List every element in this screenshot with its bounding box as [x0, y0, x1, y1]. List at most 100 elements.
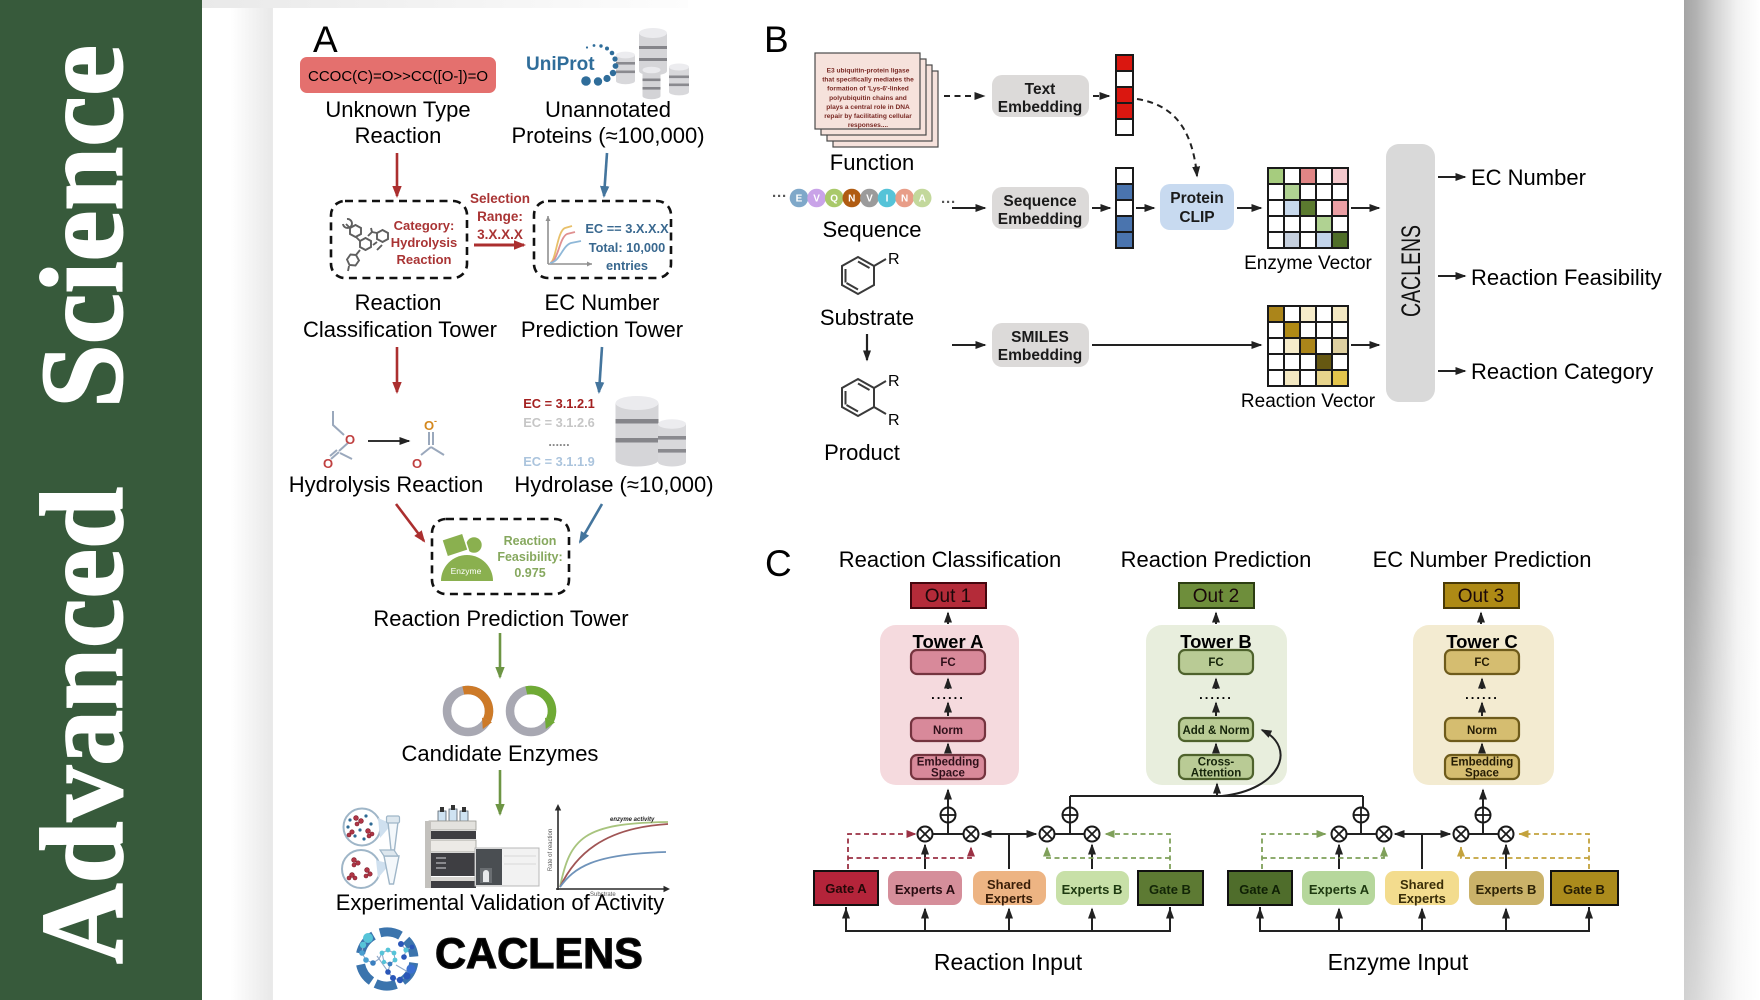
svg-text:Reaction Classification: Reaction Classification — [839, 547, 1062, 572]
svg-text:Substrate: Substrate — [590, 892, 616, 898]
svg-text:polyubiquitin chains and: polyubiquitin chains and — [829, 95, 907, 102]
svg-text:......: ...... — [1465, 687, 1499, 702]
svg-text:Reaction Prediction Tower: Reaction Prediction Tower — [373, 606, 628, 631]
svg-text:Text: Text — [1025, 81, 1056, 98]
svg-text:Add & Norm: Add & Norm — [1182, 725, 1249, 737]
svg-text:Tower A: Tower A — [913, 631, 984, 652]
svg-text:Out 3: Out 3 — [1458, 586, 1504, 607]
svg-text:CACLENS: CACLENS — [435, 930, 643, 978]
svg-text:Gate B: Gate B — [1563, 882, 1605, 897]
svg-text:N: N — [901, 194, 908, 205]
svg-text:Function: Function — [830, 150, 914, 175]
svg-text:enzyme activity: enzyme activity — [610, 817, 655, 823]
svg-text:UniProt: UniProt — [526, 54, 595, 75]
svg-text:Range:: Range: — [477, 209, 523, 224]
svg-text:Gate B: Gate B — [1149, 882, 1191, 897]
svg-text:Space: Space — [931, 768, 965, 780]
svg-text:formation of 'Lys-6'-linked: formation of 'Lys-6'-linked — [827, 86, 909, 93]
svg-text:V: V — [813, 194, 820, 205]
svg-text:Total: 10,000: Total: 10,000 — [589, 240, 666, 255]
svg-text:FC: FC — [1208, 657, 1223, 669]
svg-text:Reaction: Reaction — [355, 123, 442, 148]
svg-text:O: O — [345, 432, 355, 447]
svg-text:Product: Product — [824, 440, 900, 465]
svg-text:Cross-: Cross- — [1198, 757, 1235, 769]
svg-text:E: E — [796, 194, 803, 205]
svg-text:Reaction Input: Reaction Input — [934, 949, 1083, 975]
svg-text:Embedding: Embedding — [998, 211, 1082, 228]
svg-text:Unknown Type: Unknown Type — [325, 97, 470, 122]
svg-text:Science: Science — [17, 45, 148, 408]
svg-text:Hydrolysis Reaction: Hydrolysis Reaction — [289, 472, 483, 497]
svg-text:Rate of reaction: Rate of reaction — [548, 829, 554, 871]
svg-text:Experts: Experts — [1398, 891, 1446, 906]
svg-text:A: A — [313, 19, 338, 60]
svg-text:CLIP: CLIP — [1179, 209, 1214, 226]
svg-text:Shared: Shared — [987, 877, 1031, 892]
svg-text:EC = 3.1.1.9: EC = 3.1.1.9 — [523, 454, 595, 469]
svg-text:3.X.X.X: 3.X.X.X — [477, 227, 523, 242]
svg-text:E3 ubiquitin-protein ligase: E3 ubiquitin-protein ligase — [827, 68, 910, 75]
svg-text:O: O — [424, 418, 434, 433]
svg-text:O: O — [323, 456, 333, 471]
svg-text:···: ··· — [941, 194, 956, 211]
svg-text:Embedding: Embedding — [998, 99, 1082, 116]
svg-text:responses....: responses.... — [848, 122, 888, 129]
svg-text:Candidate Enzymes: Candidate Enzymes — [402, 741, 599, 766]
svg-text:Experimental Validation of Act: Experimental Validation of Activity — [336, 890, 665, 915]
svg-text:0.975: 0.975 — [514, 566, 545, 580]
svg-text:Q: Q — [830, 194, 838, 205]
svg-text:......: ...... — [1199, 687, 1233, 702]
svg-text:Experts A: Experts A — [895, 882, 956, 897]
svg-text:Hydrolysis: Hydrolysis — [391, 235, 457, 250]
svg-text:Proteins (≈100,000): Proteins (≈100,000) — [511, 123, 704, 148]
svg-text:that specifically mediates the: that specifically mediates the — [822, 77, 914, 84]
svg-text:Tower C: Tower C — [1446, 631, 1518, 652]
svg-text:EC = 3.1.2.6: EC = 3.1.2.6 — [523, 415, 595, 430]
svg-text:V: V — [866, 194, 873, 205]
svg-text:Category:: Category: — [394, 218, 455, 233]
svg-text:Experts: Experts — [985, 891, 1033, 906]
svg-text:Enzyme Vector: Enzyme Vector — [1244, 253, 1372, 274]
svg-text:SMILES: SMILES — [1011, 329, 1069, 346]
svg-text:Feasibility:: Feasibility: — [497, 550, 562, 564]
svg-text:R: R — [888, 373, 900, 390]
svg-text:Protein: Protein — [1170, 190, 1223, 207]
svg-text:entries: entries — [606, 258, 648, 273]
svg-text:Shared: Shared — [1400, 877, 1444, 892]
svg-text:EC Number: EC Number — [545, 290, 660, 315]
svg-text:Unannotated: Unannotated — [545, 97, 671, 122]
svg-text:CACLENS: CACLENS — [1396, 225, 1426, 317]
svg-text:Embedding: Embedding — [917, 757, 980, 769]
svg-text:plays a central role in DNA: plays a central role in DNA — [826, 104, 910, 111]
svg-text:Space: Space — [1465, 768, 1499, 780]
svg-text:B: B — [764, 19, 789, 60]
svg-text:Gate A: Gate A — [1239, 882, 1281, 897]
svg-text:EC Number Prediction: EC Number Prediction — [1373, 547, 1592, 572]
svg-text:Tower B: Tower B — [1180, 631, 1252, 652]
svg-text:Reaction: Reaction — [397, 252, 452, 267]
svg-text:Advanced: Advanced — [17, 487, 148, 964]
svg-text:N: N — [848, 194, 855, 205]
svg-text:-: - — [434, 416, 437, 426]
svg-text:Norm: Norm — [1467, 725, 1497, 737]
svg-text:Reaction: Reaction — [355, 290, 442, 315]
svg-text:Experts A: Experts A — [1309, 882, 1370, 897]
svg-text:Embedding: Embedding — [998, 347, 1082, 364]
svg-text:C: C — [765, 543, 792, 584]
svg-text:Sequence: Sequence — [822, 217, 921, 242]
svg-text:R: R — [888, 251, 900, 268]
svg-text:FC: FC — [940, 657, 955, 669]
svg-text:......: ...... — [931, 687, 965, 702]
svg-text:Sequence: Sequence — [1003, 193, 1077, 210]
svg-text:Classification Tower: Classification Tower — [303, 317, 497, 342]
svg-text:Gate A: Gate A — [825, 881, 867, 896]
svg-text:EC = 3.1.2.1: EC = 3.1.2.1 — [523, 396, 595, 411]
svg-text:Out 1: Out 1 — [925, 586, 971, 607]
svg-text:EC Number: EC Number — [1471, 165, 1586, 190]
svg-text:···: ··· — [772, 188, 787, 205]
svg-text:repair by facilitating cellula: repair by facilitating cellular — [824, 113, 912, 120]
svg-text:Embedding: Embedding — [1451, 757, 1514, 769]
svg-text:Substrate: Substrate — [820, 305, 914, 330]
svg-text:Experts B: Experts B — [1476, 882, 1537, 897]
